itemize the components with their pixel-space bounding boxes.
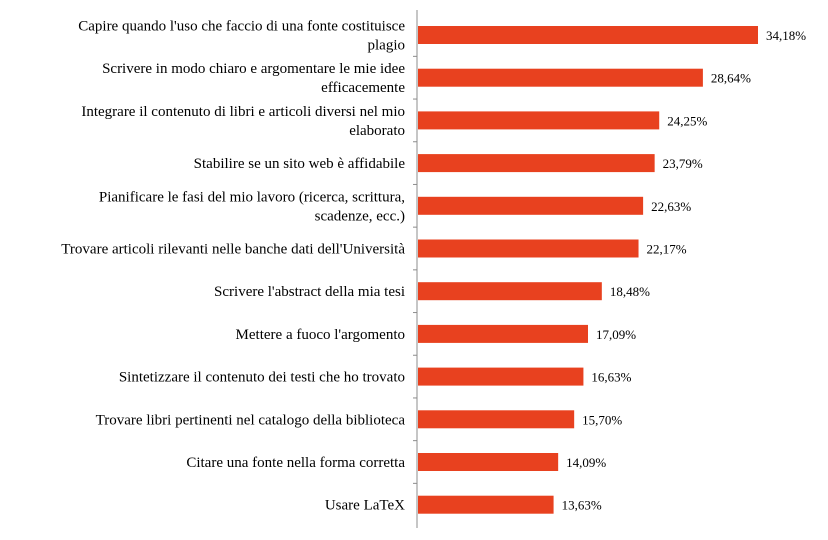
category-label-line: Trovare articoli rilevanti nelle banche … [61,242,405,258]
bar [418,495,554,514]
bar [418,324,588,343]
category-label-line: elaborato [349,123,405,139]
data-label: 22,63% [651,199,691,214]
category-label: Integrare il contenuto di libri e artico… [81,104,405,139]
bar [418,68,703,87]
category-label-line: efficacemente [321,80,405,96]
bar [418,196,644,215]
category-label-line: scadenze, ecc.) [315,208,405,224]
data-label: 24,25% [667,113,707,128]
data-label: 13,63% [562,498,602,513]
data-label: 17,09% [596,327,636,342]
category-label-line: Integrare il contenuto di libri e artico… [81,104,405,120]
data-label: 34,18% [766,28,806,43]
category-label: Trovare libri pertinenti nel catalogo de… [96,412,406,428]
category-label: Pianificare le fasi del mio lavoro (rice… [99,189,405,224]
category-label: Trovare articoli rilevanti nelle banche … [61,242,405,258]
category-label: Stabilire se un sito web è affidabile [194,156,406,172]
data-label: 15,70% [582,412,622,427]
data-label: 22,17% [647,242,687,257]
bar [418,26,758,44]
category-label: Sintetizzare il contenuto dei testi che … [119,370,405,386]
category-label-line: Mettere a fuoco l'argomento [236,327,405,343]
data-label: 28,64% [711,71,751,86]
category-label-line: Citare una fonte nella forma corretta [186,455,405,471]
category-label-line: plagio [368,38,406,54]
data-label: 14,09% [566,455,606,470]
category-label-line: Trovare libri pertinenti nel catalogo de… [96,412,406,428]
bar [418,367,584,386]
category-label-line: Scrivere in modo chiaro e argomentare le… [102,61,405,77]
category-label: Scrivere l'abstract della mia tesi [214,284,405,300]
category-label: Citare una fonte nella forma corretta [186,455,405,471]
category-label-line: Scrivere l'abstract della mia tesi [214,284,405,300]
bar [418,154,655,173]
data-label: 18,48% [610,284,650,299]
bar [418,239,639,258]
data-label: 16,63% [591,370,631,385]
bar [418,111,660,130]
category-label-line: Sintetizzare il contenuto dei testi che … [119,370,405,386]
category-label: Mettere a fuoco l'argomento [236,327,405,343]
category-label: Scrivere in modo chiaro e argomentare le… [102,61,405,96]
category-label-line: Capire quando l'uso che faccio di una fo… [78,19,405,35]
category-label: Usare LaTeX [325,498,405,514]
bar [418,453,559,471]
category-label-line: Pianificare le fasi del mio lavoro (rice… [99,189,405,205]
category-label-line: Usare LaTeX [325,498,405,514]
bar [418,410,575,429]
data-label: 23,79% [663,156,703,171]
category-label-line: Stabilire se un sito web è affidabile [194,156,406,172]
category-label: Capire quando l'uso che faccio di una fo… [78,19,405,54]
bar [418,282,602,301]
